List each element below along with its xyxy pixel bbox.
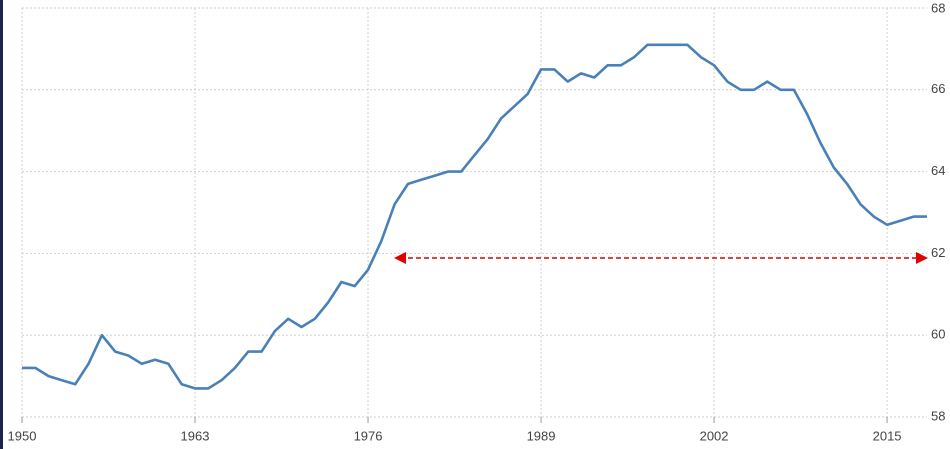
x-tick-label: 2002 bbox=[700, 428, 729, 443]
x-tick-label: 1963 bbox=[181, 428, 210, 443]
x-tick-label: 1989 bbox=[527, 428, 556, 443]
y-tick-label: 64 bbox=[931, 163, 945, 178]
y-tick-label: 62 bbox=[931, 245, 945, 260]
y-tick-label: 66 bbox=[931, 81, 945, 96]
y-tick-label: 58 bbox=[931, 408, 945, 423]
data-line bbox=[22, 43, 927, 390]
x-tick-label: 2015 bbox=[873, 428, 902, 443]
y-tick-label: 60 bbox=[931, 327, 945, 342]
y-tick-label: 68 bbox=[931, 0, 945, 15]
x-tick-label: 1950 bbox=[8, 428, 37, 443]
x-tick-label: 1976 bbox=[354, 428, 383, 443]
plot bbox=[22, 43, 927, 390]
